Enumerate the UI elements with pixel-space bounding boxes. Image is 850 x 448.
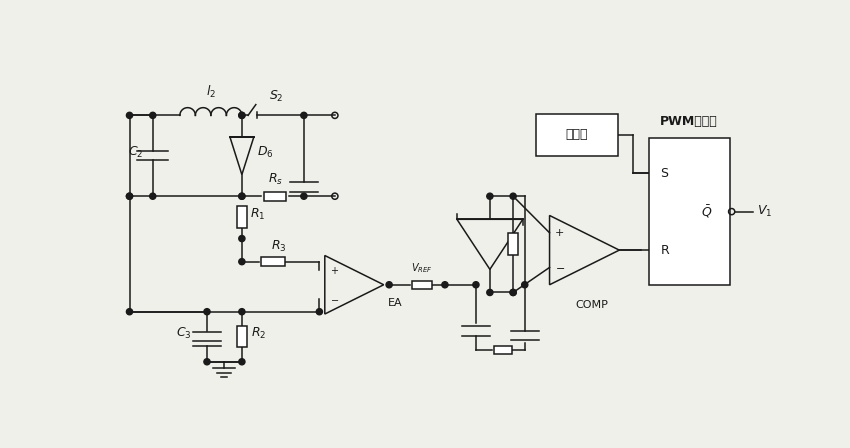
Circle shape — [487, 289, 493, 296]
Text: $-$: $-$ — [330, 293, 338, 304]
Circle shape — [510, 289, 516, 296]
Circle shape — [510, 289, 516, 296]
Circle shape — [150, 112, 156, 118]
Bar — [264, 192, 286, 201]
Text: $\bar{Q}$: $\bar{Q}$ — [701, 203, 712, 220]
Circle shape — [127, 309, 133, 315]
Text: $l_2$: $l_2$ — [206, 84, 216, 100]
Circle shape — [386, 282, 392, 288]
Text: EA: EA — [388, 298, 403, 308]
Circle shape — [239, 309, 245, 315]
Text: $S_2$: $S_2$ — [269, 89, 284, 104]
Circle shape — [301, 193, 307, 199]
Text: PWM控制器: PWM控制器 — [660, 115, 718, 128]
Circle shape — [204, 309, 210, 315]
Text: $D_6$: $D_6$ — [257, 145, 274, 160]
Text: $R_2$: $R_2$ — [251, 326, 266, 341]
Circle shape — [239, 236, 245, 241]
Circle shape — [239, 258, 245, 265]
Circle shape — [522, 282, 528, 288]
Circle shape — [487, 193, 493, 199]
Text: $R_3$: $R_3$ — [270, 239, 286, 254]
Circle shape — [510, 193, 516, 199]
Circle shape — [239, 112, 245, 118]
Bar — [536, 114, 618, 156]
Bar — [494, 346, 513, 354]
Text: COMP: COMP — [575, 300, 609, 310]
Circle shape — [239, 193, 245, 199]
Circle shape — [204, 359, 210, 365]
Circle shape — [127, 112, 133, 118]
Text: $C_2$: $C_2$ — [128, 145, 144, 160]
Text: $R_1$: $R_1$ — [251, 207, 266, 222]
Circle shape — [473, 282, 479, 288]
Bar — [237, 206, 246, 228]
Circle shape — [442, 282, 448, 288]
Circle shape — [239, 193, 245, 199]
Circle shape — [150, 193, 156, 199]
Circle shape — [239, 359, 245, 365]
Bar — [261, 257, 285, 266]
Text: $V_1$: $V_1$ — [757, 204, 773, 219]
Text: $-$: $-$ — [554, 262, 564, 272]
Text: 振荡器: 振荡器 — [565, 128, 588, 141]
Text: $C_3$: $C_3$ — [176, 326, 191, 341]
Circle shape — [127, 193, 133, 199]
Bar — [411, 280, 432, 289]
Text: $R_s$: $R_s$ — [268, 172, 283, 187]
Bar — [237, 326, 246, 347]
Circle shape — [127, 193, 133, 199]
Text: R: R — [660, 244, 669, 257]
Bar — [508, 233, 518, 255]
Text: +: + — [555, 228, 564, 238]
Circle shape — [316, 309, 322, 315]
Text: +: + — [330, 266, 338, 276]
Circle shape — [301, 112, 307, 118]
Text: $V_{REF}$: $V_{REF}$ — [411, 261, 433, 275]
Text: S: S — [660, 167, 668, 180]
Bar — [649, 138, 730, 285]
Circle shape — [239, 112, 245, 118]
